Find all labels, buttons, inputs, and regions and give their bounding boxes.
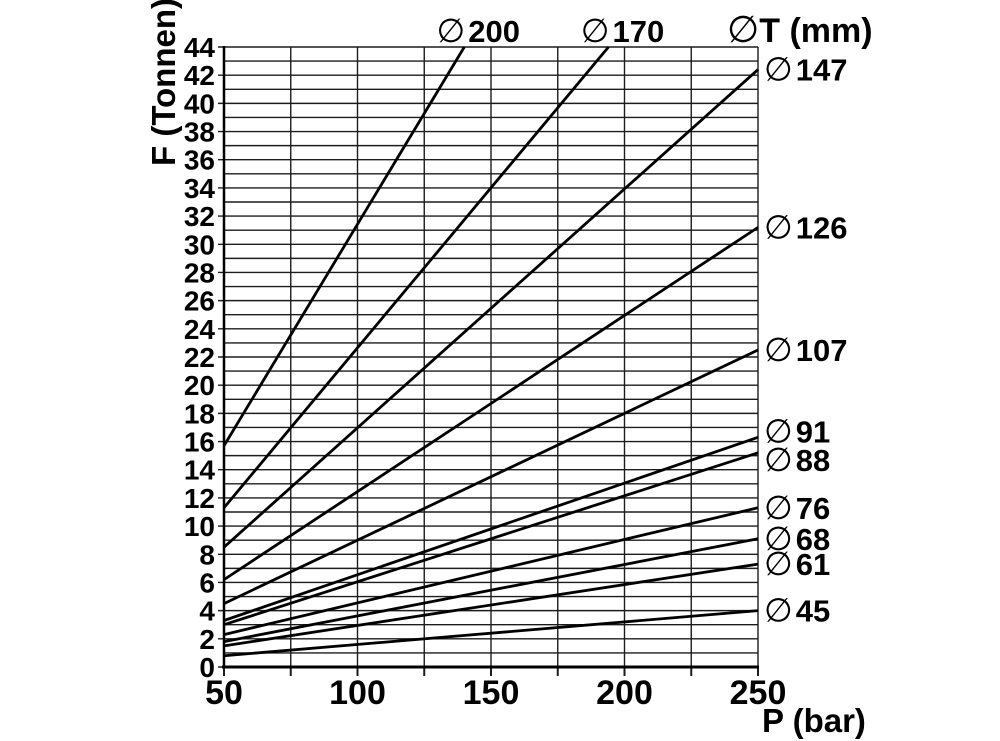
y-tick-label: 20	[184, 370, 215, 401]
y-tick-label: 16	[184, 427, 215, 458]
axes	[222, 46, 759, 669]
series-label-88: ∅88	[764, 441, 830, 478]
y-tick-label: 12	[184, 483, 215, 514]
x-tick-label: 200	[596, 674, 653, 712]
y-tick-label: 18	[184, 398, 215, 429]
series-label-value: 76	[796, 491, 830, 526]
series-label-200: ∅200	[437, 12, 520, 49]
series-line-91	[223, 435, 759, 622]
y-tick-label: 44	[184, 32, 216, 63]
series-line-61	[223, 562, 759, 648]
y-tick-label: 22	[184, 342, 215, 373]
series-label-68: ∅68	[764, 520, 830, 557]
y-tick-label: 14	[184, 455, 216, 486]
y-tick-label: 30	[184, 229, 215, 260]
y-tick-label: 24	[184, 314, 216, 345]
diameter-symbol: ∅	[727, 9, 760, 50]
diameter-symbol: ∅	[764, 208, 793, 245]
series-line-147	[223, 68, 759, 549]
diameter-symbol: ∅	[764, 412, 793, 449]
series-label-value: 91	[796, 414, 830, 449]
diameter-symbol: ∅	[581, 12, 610, 49]
y-tick-label: 40	[184, 88, 215, 119]
series-line-68	[223, 537, 759, 644]
series-line-200	[222, 46, 466, 447]
series-label-value: 88	[796, 443, 830, 478]
series-line-170	[222, 46, 610, 509]
y-tick-label: 2	[199, 624, 215, 655]
diameter-legend-header: ∅T (mm)	[727, 8, 873, 51]
diameter-legend-header-text: T (mm)	[759, 12, 873, 50]
x-axis-title: P (bar)	[762, 702, 866, 739]
diameter-symbol: ∅	[764, 545, 793, 582]
diameter-symbol: ∅	[764, 520, 793, 557]
diameter-symbol: ∅	[437, 12, 466, 49]
series-label-value: 61	[796, 547, 830, 582]
y-tick-label: 8	[199, 539, 215, 570]
series-label-76: ∅76	[764, 489, 830, 526]
y-tick-label: 0	[199, 652, 215, 683]
series-line-45	[223, 609, 759, 658]
y-tick-label: 26	[184, 286, 215, 317]
series-label-value: 126	[796, 210, 848, 245]
diameter-symbol: ∅	[764, 441, 793, 478]
series-label-value: 170	[612, 14, 664, 49]
diameter-symbol: ∅	[764, 592, 793, 629]
y-tick-label: 42	[184, 60, 215, 91]
diameter-symbol: ∅	[764, 331, 793, 368]
y-axis-title: F (Tonnen)	[145, 0, 182, 166]
x-tick-label: 250	[730, 674, 787, 712]
series-label-61: ∅61	[764, 545, 830, 582]
series-label-value: 45	[796, 594, 830, 629]
x-tick-label: 50	[205, 674, 243, 712]
diameter-symbol: ∅	[764, 51, 793, 88]
y-tick-label: 28	[184, 257, 215, 288]
y-tick-label: 38	[184, 117, 215, 148]
series-label-147: ∅147	[764, 51, 847, 88]
y-tick-label: 6	[199, 567, 215, 598]
series-label-value: 200	[468, 14, 520, 49]
x-tick-label: 150	[463, 674, 520, 712]
diameter-symbol: ∅	[764, 489, 793, 526]
series: ∅200 ∅170∅147∅126∅107∅91∅88∅76∅68∅61∅45	[222, 12, 847, 658]
y-tick-label: 34	[184, 173, 216, 204]
series-label-170: ∅170	[581, 12, 664, 49]
x-tick-label: 100	[329, 674, 386, 712]
series-line-126	[223, 226, 759, 581]
series-line-107	[223, 348, 759, 605]
y-tick-label: 4	[199, 596, 215, 627]
series-label-value: 147	[796, 53, 848, 88]
series-line-88	[223, 451, 759, 627]
series-label-value: 107	[796, 333, 848, 368]
series-label-107: ∅107	[764, 331, 847, 368]
y-tick-label: 36	[184, 145, 215, 176]
series-label-value: 68	[796, 522, 830, 557]
series-label-126: ∅126	[764, 208, 847, 245]
y-tick-label: 10	[184, 511, 215, 542]
series-label-45: ∅45	[764, 592, 830, 629]
y-tick-label: 32	[184, 201, 215, 232]
tick-labels: 0246810121416182022242628303234363840424…	[184, 32, 787, 712]
series-label-91: ∅91	[764, 412, 830, 449]
series-line-76	[223, 506, 759, 636]
